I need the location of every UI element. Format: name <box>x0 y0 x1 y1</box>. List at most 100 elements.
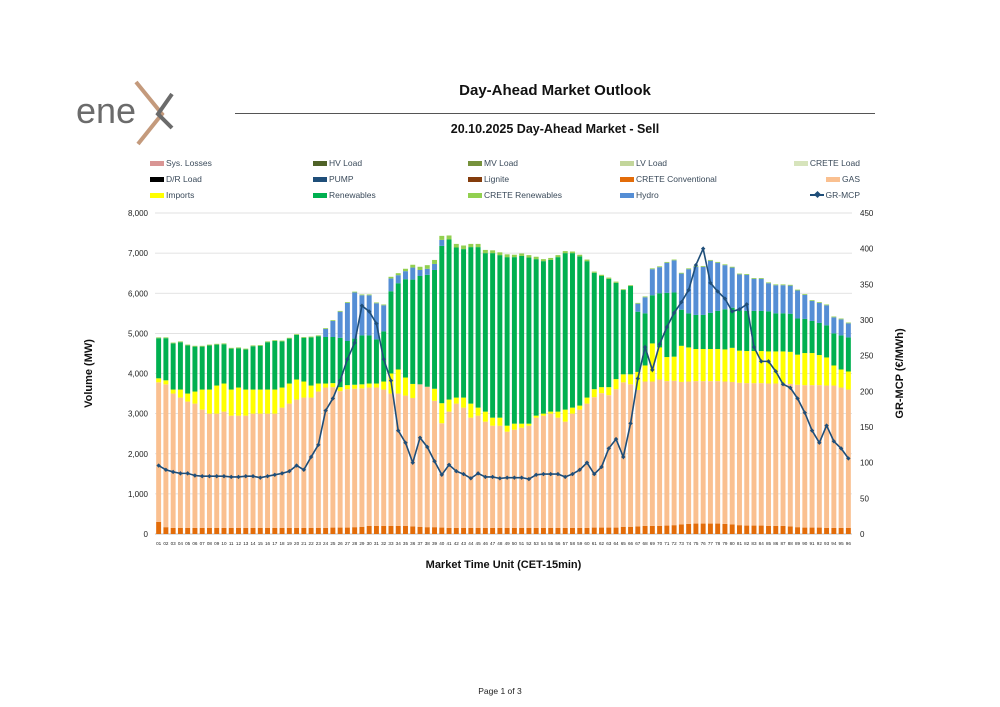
y2-tick-label: 450 <box>860 209 874 218</box>
x-tick-label: 48 <box>497 541 503 546</box>
bar-segment <box>337 527 343 534</box>
x-tick-label: 86 <box>773 541 779 546</box>
legend-label: CRETE Renewables <box>484 190 562 200</box>
bar-segment <box>795 384 801 528</box>
bar-segment <box>700 349 706 382</box>
bar-segment <box>816 322 822 356</box>
x-tick-label: 93 <box>824 541 830 546</box>
bar-segment <box>707 259 713 261</box>
bar-segment <box>737 382 742 526</box>
mcp-point <box>504 475 510 480</box>
mcp-point <box>294 463 299 468</box>
bar-segment <box>236 347 241 349</box>
bar-segment <box>729 307 735 348</box>
x-tick-label: 21 <box>301 541 307 546</box>
bar-segment <box>657 525 663 534</box>
bar-segment <box>686 313 692 348</box>
legend-item: D/R Load <box>150 172 202 186</box>
bar-segment <box>511 423 517 430</box>
bar-segment <box>555 411 561 418</box>
bar-segment <box>286 403 292 528</box>
bar-segment <box>824 527 830 534</box>
x-tick-label: 43 <box>461 541 467 546</box>
mcp-point <box>490 474 495 480</box>
bar-segment <box>286 338 292 384</box>
bar-segment <box>686 347 692 382</box>
bar-segment <box>649 381 655 526</box>
bar-segment <box>214 344 220 386</box>
bar-segment <box>439 527 445 534</box>
legend-label: PUMP <box>329 174 354 184</box>
legend-item: MV Load <box>468 156 518 170</box>
bar-segment <box>548 527 554 534</box>
bar-segment <box>707 312 713 350</box>
legend-item: LV Load <box>620 156 667 170</box>
bar-segment <box>845 527 851 534</box>
legend-swatch <box>313 160 327 166</box>
mcp-point <box>410 460 415 465</box>
x-tick-label: 61 <box>592 541 598 546</box>
bar-segment <box>381 304 387 306</box>
bar-segment <box>504 425 510 432</box>
bar-segment <box>671 525 677 534</box>
legend-label: GAS <box>842 174 860 184</box>
mcp-point <box>512 475 517 480</box>
bar-segment <box>664 357 670 382</box>
bar-segment <box>453 397 459 404</box>
bar-segment <box>802 318 808 354</box>
x-tick-label: 51 <box>519 541 525 546</box>
x-tick-label: 10 <box>221 541 227 546</box>
bar-segment <box>461 245 467 250</box>
bar-segment <box>678 309 684 346</box>
x-tick-label: 45 <box>476 541 482 546</box>
bar-segment <box>758 278 764 311</box>
bar-segment <box>715 381 721 524</box>
bar-segment <box>439 235 445 240</box>
x-tick-label: 81 <box>737 541 743 546</box>
y2-tick-label: 0 <box>860 530 865 539</box>
bar-segment <box>737 525 742 534</box>
bar-segment <box>809 527 815 534</box>
bar-segment <box>678 273 684 310</box>
x-tick-label: 39 <box>432 541 438 546</box>
bar-segment <box>584 397 590 404</box>
bar-segment <box>824 385 830 528</box>
bar-segment <box>787 313 793 352</box>
mcp-point <box>650 367 655 373</box>
bar-segment <box>809 300 815 301</box>
logo-text-prefix: ene <box>76 90 136 131</box>
bar-segment <box>744 383 750 526</box>
mcp-point <box>199 474 205 479</box>
bar-segment <box>403 395 408 526</box>
bar-segment <box>206 344 212 346</box>
bar-segment <box>599 274 604 276</box>
x-tick-label: 33 <box>388 541 394 546</box>
x-tick-label: 53 <box>534 541 540 546</box>
bar-segment <box>185 344 191 346</box>
bar-segment <box>824 305 830 326</box>
bar-segment <box>773 383 779 526</box>
mcp-point <box>178 471 183 476</box>
mcp-point <box>323 408 328 413</box>
x-tick-label: 41 <box>446 541 452 546</box>
x-tick-label: 52 <box>526 541 532 546</box>
bar-segment <box>257 389 263 414</box>
mcp-point <box>207 474 212 479</box>
bar-segment <box>344 302 350 303</box>
legend-label: LV Load <box>636 158 668 168</box>
bar-segment <box>323 328 329 337</box>
mcp-point <box>541 471 546 477</box>
x-tick-label: 15 <box>258 541 264 546</box>
bar-segment <box>301 381 307 398</box>
x-tick-label: 89 <box>795 541 801 546</box>
x-tick-label: 23 <box>316 541 322 546</box>
bar-segment <box>359 335 365 385</box>
mcp-point <box>330 396 336 401</box>
bar-segment <box>330 387 336 528</box>
legend-label: Imports <box>166 190 195 200</box>
y2-tick-label: 350 <box>860 280 874 289</box>
bar-segment <box>562 527 568 534</box>
bar-segment <box>424 268 430 275</box>
bar-segment <box>642 296 648 298</box>
enex-logo: ene <box>76 80 174 146</box>
